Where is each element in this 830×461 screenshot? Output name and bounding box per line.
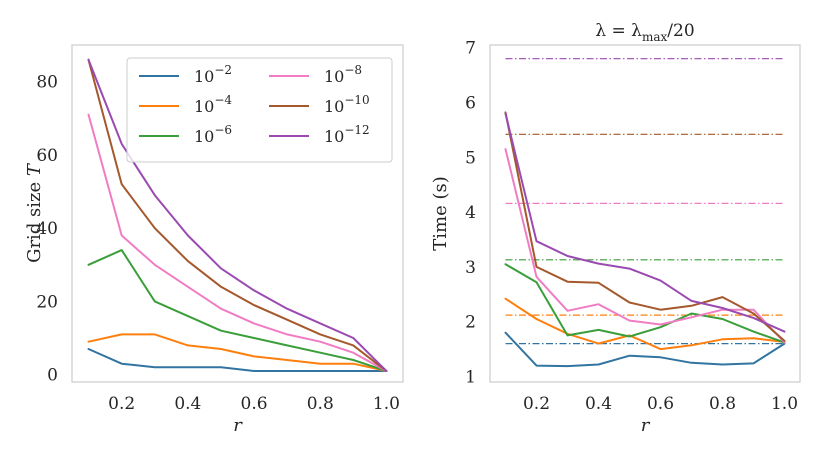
baseline-lines-right (505, 58, 785, 345)
y-axis-label-symbol: T (24, 162, 45, 176)
legend-label-exponent: −4 (214, 93, 232, 107)
y-tick-labels-right: 1 2 3 4 5 6 7 (465, 39, 476, 388)
legend-label: 10−4 (194, 93, 232, 116)
legend-box (126, 57, 393, 163)
x-tick-label-left: 0.2 (108, 394, 135, 414)
y-tick-labels-left: 0 20 40 60 80 (36, 73, 58, 386)
series-line-left-5 (87, 58, 388, 372)
legend-label: 10−12 (324, 123, 370, 146)
x-tick-label-left: 0.4 (174, 394, 201, 414)
legend-label-exponent: −10 (344, 93, 369, 107)
title-subscript: max (642, 30, 668, 44)
legend-label-base: 10 (324, 67, 344, 86)
legend-label-exponent: −12 (344, 123, 369, 137)
y-tick-label-left: 80 (36, 73, 58, 93)
legend-label: 10−8 (324, 63, 362, 86)
legend-label-base: 10 (324, 127, 344, 146)
series-line-left-0 (87, 348, 388, 372)
y-tick-label-right: 4 (465, 203, 476, 223)
plot-frame-left (71, 44, 404, 383)
series-line-left-4 (87, 58, 388, 372)
x-tick-label-right: 0.4 (585, 394, 612, 414)
legend-label-exponent: −8 (344, 63, 362, 77)
legend-label-base: 10 (194, 97, 214, 116)
legend-label-base: 10 (194, 127, 214, 146)
legend-item: 10−2 (139, 63, 232, 86)
series-line-right-1 (504, 297, 786, 351)
x-tick-labels-left: 0.2 0.4 0.6 0.8 1.0 (108, 394, 400, 414)
y-tick-label-right: 5 (465, 148, 476, 168)
x-tick-label-right: 1.0 (771, 394, 798, 414)
x-axis-label-left: r (233, 415, 243, 436)
legend-label-base: 10 (194, 67, 214, 86)
y-tick-label-right: 6 (465, 94, 476, 114)
y-tick-label-right: 3 (465, 258, 476, 278)
time-panel: 0.2 0.4 0.6 0.8 1.0 1 2 3 4 5 6 7 r Time (s) λ = λ… (430, 21, 801, 436)
y-tick-label-right: 2 (465, 313, 476, 333)
legend-label-exponent: −2 (214, 63, 232, 77)
series-line-right-3 (504, 148, 786, 344)
x-tick-label-left: 0.6 (241, 394, 268, 414)
y-tick-label-left: 40 (36, 219, 58, 239)
y-axis-label-right: Time (s) (430, 176, 451, 251)
x-tick-label-left: 1.0 (373, 394, 400, 414)
y-tick-label-left: 60 (36, 146, 58, 166)
chart-title-right: λ = λmax/20 (595, 21, 694, 44)
title-lhs: λ = λ (595, 21, 642, 41)
legend-item: 10−4 (139, 93, 232, 116)
series-line-right-0 (504, 331, 786, 368)
series-line-right-5 (504, 112, 786, 333)
legend-item: 10−10 (269, 93, 370, 116)
y-axis-label-text: Grid size (24, 176, 45, 263)
x-tick-label-left: 0.8 (307, 394, 334, 414)
x-tick-label-right: 0.2 (523, 394, 550, 414)
series-lines-left (87, 58, 388, 372)
plot-frame-right (489, 44, 801, 383)
y-axis-label-left: Grid size T (24, 162, 45, 263)
series-lines-right (504, 111, 786, 368)
legend-label-base: 10 (324, 97, 344, 116)
legend-item: 10−8 (269, 63, 362, 86)
legend-label: 10−6 (194, 123, 232, 146)
y-tick-label-right: 7 (465, 39, 476, 59)
legend-item: 10−12 (269, 123, 370, 146)
legend-label: 10−2 (194, 63, 232, 86)
x-tick-labels-right: 0.2 0.4 0.6 0.8 1.0 (523, 394, 798, 414)
series-line-left-2 (87, 249, 388, 372)
legend-label: 10−10 (324, 93, 370, 116)
x-tick-label-right: 0.8 (709, 394, 736, 414)
x-axis-label-right: r (641, 415, 651, 436)
y-tick-label-right: 1 (465, 368, 476, 388)
y-tick-label-left: 0 (47, 366, 58, 386)
series-line-right-2 (504, 263, 786, 344)
legend-item: 10−6 (139, 123, 232, 146)
x-tick-label-right: 0.6 (647, 394, 674, 414)
series-line-right-4 (504, 111, 786, 342)
series-line-left-3 (87, 113, 388, 372)
y-tick-label-left: 20 (36, 292, 58, 312)
title-rhs: /20 (667, 21, 694, 41)
legend-label-exponent: −6 (214, 123, 232, 137)
series-line-left-1 (87, 333, 388, 372)
